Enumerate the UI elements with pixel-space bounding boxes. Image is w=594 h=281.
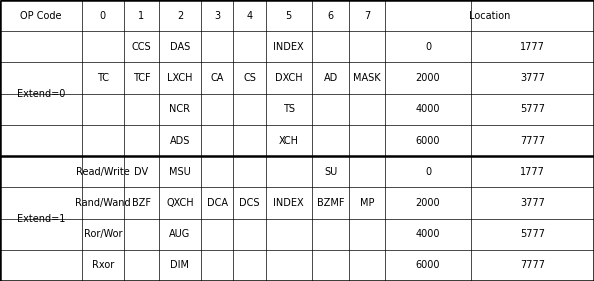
Text: 0: 0 [425,42,431,52]
Text: CA: CA [210,73,224,83]
Text: DCS: DCS [239,198,260,208]
Text: TC: TC [97,73,109,83]
Text: 2000: 2000 [416,198,440,208]
Text: QXCH: QXCH [166,198,194,208]
Text: MSU: MSU [169,167,191,177]
Text: 4000: 4000 [416,229,440,239]
Text: SU: SU [324,167,337,177]
Text: 1777: 1777 [520,42,545,52]
Text: NCR: NCR [169,104,191,114]
Text: 7777: 7777 [520,260,545,270]
Text: AD: AD [324,73,337,83]
Text: CS: CS [243,73,256,83]
Text: OP Code: OP Code [20,11,62,21]
Text: 3: 3 [214,11,220,21]
Text: 1777: 1777 [520,167,545,177]
Text: 2: 2 [177,11,183,21]
Text: 6000: 6000 [416,260,440,270]
Text: 0: 0 [425,167,431,177]
Text: 6: 6 [327,11,334,21]
Text: 4000: 4000 [416,104,440,114]
Text: 7: 7 [364,11,370,21]
Text: DAS: DAS [170,42,190,52]
Text: BZF: BZF [132,198,151,208]
Text: 3777: 3777 [520,198,545,208]
Text: BZMF: BZMF [317,198,345,208]
Text: 6000: 6000 [416,135,440,146]
Text: DV: DV [134,167,148,177]
Text: 4: 4 [247,11,252,21]
Text: INDEX: INDEX [273,198,304,208]
Text: 5: 5 [286,11,292,21]
Text: DCA: DCA [207,198,228,208]
Text: ADS: ADS [170,135,190,146]
Text: Ror/Wor: Ror/Wor [84,229,122,239]
Text: XCH: XCH [279,135,299,146]
Text: INDEX: INDEX [273,42,304,52]
Text: TCF: TCF [132,73,150,83]
Text: 5777: 5777 [520,229,545,239]
Text: 7777: 7777 [520,135,545,146]
Text: Rxor: Rxor [91,260,114,270]
Text: MASK: MASK [353,73,381,83]
Text: AUG: AUG [169,229,191,239]
Text: DIM: DIM [170,260,189,270]
Text: TS: TS [283,104,295,114]
Text: Rand/Wand: Rand/Wand [75,198,131,208]
Text: 0: 0 [100,11,106,21]
Text: 1: 1 [138,11,144,21]
Text: DXCH: DXCH [275,73,302,83]
Text: 5777: 5777 [520,104,545,114]
Text: 3777: 3777 [520,73,545,83]
Text: MP: MP [360,198,374,208]
Text: Location: Location [469,11,510,21]
Text: Read/Write: Read/Write [76,167,129,177]
Text: Extend=1: Extend=1 [17,214,65,224]
Text: Extend=0: Extend=0 [17,89,65,99]
Text: CCS: CCS [131,42,151,52]
Text: 2000: 2000 [416,73,440,83]
Text: LXCH: LXCH [168,73,192,83]
